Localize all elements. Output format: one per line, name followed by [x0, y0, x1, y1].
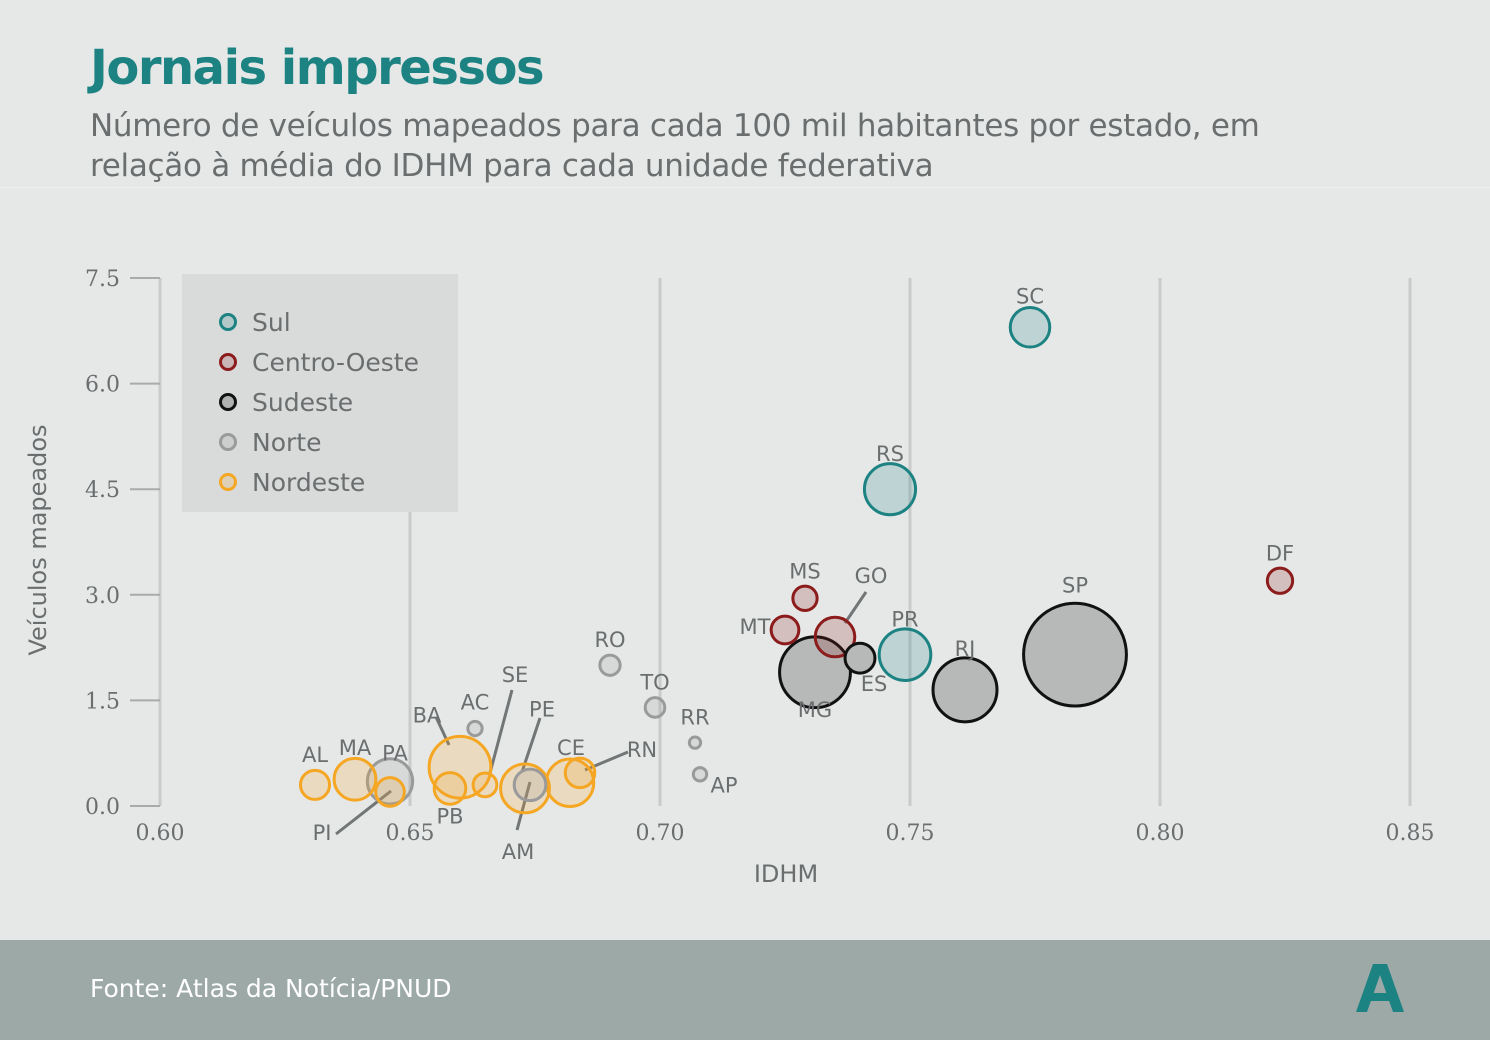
legend-item: Centro-Oeste	[252, 348, 419, 377]
point-label-pa: PA	[382, 741, 408, 765]
point-label-df: DF	[1266, 542, 1294, 566]
chart-subtitle: Número de veículos mapeados para cada 10…	[90, 108, 1260, 184]
point-ba[interactable]	[427, 734, 493, 800]
x-axis-title: IDHM	[754, 860, 818, 888]
legend-marker	[219, 353, 237, 371]
point-rn[interactable]	[563, 756, 597, 790]
point-label-pr: PR	[891, 608, 918, 632]
point-ms[interactable]	[791, 584, 819, 612]
x-tick-label: 0.80	[1136, 821, 1185, 846]
legend-marker	[219, 433, 237, 451]
point-label-rs: RS	[876, 442, 904, 466]
bubble-chart: Sul Centro-Oeste Sudeste Norte Nordeste 0.60…	[24, 267, 1434, 888]
gridlines	[158, 278, 1412, 806]
atlas-a-logo-icon	[1356, 964, 1404, 1012]
chart-title: Jornais impressos	[90, 40, 545, 96]
point-label-sp: SP	[1062, 574, 1088, 598]
point-am[interactable]	[512, 767, 548, 803]
x-tick-label: 0.70	[636, 821, 685, 846]
point-label-go: GO	[855, 564, 888, 588]
point-pb[interactable]	[432, 771, 468, 806]
source-note: Fonte: Atlas da Notícia/PNUD	[90, 974, 452, 1003]
leader-line	[488, 689, 514, 774]
legend-marker	[219, 313, 237, 331]
point-label-sc: SC	[1016, 284, 1044, 308]
point-ac[interactable]	[466, 719, 484, 738]
point-ro[interactable]	[598, 653, 622, 677]
point-label-mt: MT	[740, 615, 771, 639]
point-label-rn: RN	[627, 738, 657, 762]
y-axis-title: Veículos mapeados	[24, 424, 52, 655]
y-tick-label: 6.0	[85, 373, 120, 398]
data-points	[298, 306, 1295, 815]
leader-line	[335, 789, 392, 836]
point-sc[interactable]	[1008, 306, 1052, 349]
point-label-rr: RR	[680, 706, 709, 730]
point-go[interactable]	[813, 615, 857, 659]
point-label-ap: AP	[710, 773, 737, 797]
point-label-se: SE	[502, 663, 529, 687]
point-mt[interactable]	[769, 614, 801, 646]
point-label-es: ES	[861, 672, 888, 696]
leader-line	[515, 781, 532, 831]
legend-marker	[219, 473, 237, 491]
legend-item: Sudeste	[252, 388, 353, 417]
point-label-ro: RO	[594, 628, 625, 652]
point-label-ma: MA	[339, 736, 372, 760]
x-tick-label: 0.65	[386, 821, 435, 846]
point-se[interactable]	[471, 771, 499, 799]
x-tick-label: 0.60	[136, 821, 185, 846]
y-tick-label: 4.5	[85, 478, 120, 503]
point-label-ce: CE	[557, 736, 585, 760]
point-ap[interactable]	[691, 766, 709, 783]
x-tick-label: 0.85	[1386, 821, 1435, 846]
header-divider	[0, 187, 1490, 188]
y-tick-label: 7.5	[85, 267, 120, 292]
point-rs[interactable]	[862, 462, 918, 517]
point-pr[interactable]	[877, 627, 933, 682]
leader-line	[843, 591, 868, 624]
point-label-pi: PI	[313, 821, 332, 845]
y-tick-label: 3.0	[85, 584, 120, 609]
point-ma[interactable]	[332, 756, 378, 802]
point-label-pe: PE	[529, 697, 555, 721]
legend-item: Nordeste	[252, 468, 365, 497]
point-rj[interactable]	[931, 656, 999, 724]
legend: Sul Centro-Oeste Sudeste Norte Nordeste	[182, 274, 458, 512]
point-label-ac: AC	[461, 691, 490, 715]
point-label-ba: BA	[413, 703, 442, 727]
point-sp[interactable]	[1022, 601, 1128, 708]
legend-item: Sul	[252, 308, 291, 337]
point-df[interactable]	[1265, 566, 1295, 595]
point-pa[interactable]	[365, 757, 415, 806]
point-es[interactable]	[843, 641, 877, 675]
point-to[interactable]	[643, 696, 667, 719]
point-al[interactable]	[298, 768, 332, 801]
axes: 0.60 0.65 0.70 0.75 0.80 0.85 0.0 1.5 3.0 4.5 6.0 7…	[85, 267, 1434, 846]
footer-bar: Fonte: Atlas da Notícia/PNUD	[0, 940, 1490, 1040]
point-label-ms: MS	[789, 559, 820, 583]
point-label-al: AL	[302, 743, 328, 767]
point-label-to: TO	[639, 670, 669, 694]
point-pi[interactable]	[374, 776, 406, 808]
point-rr[interactable]	[687, 735, 703, 750]
point-label-rj: RJ	[955, 637, 976, 661]
point-labels: SC RS PR DF MS GO MT SP RJ MG ES RO TO RR AP AC PA AM AL MA…	[302, 284, 1294, 864]
point-label-pb: PB	[436, 804, 463, 828]
point-label-am: AM	[502, 840, 534, 864]
x-tick-label: 0.75	[886, 821, 935, 846]
y-tick-label: 1.5	[85, 689, 120, 714]
y-tick-label: 0.0	[85, 795, 120, 820]
legend-item: Norte	[252, 428, 321, 457]
legend-marker	[219, 393, 237, 411]
point-label-mg: MG	[798, 698, 832, 722]
